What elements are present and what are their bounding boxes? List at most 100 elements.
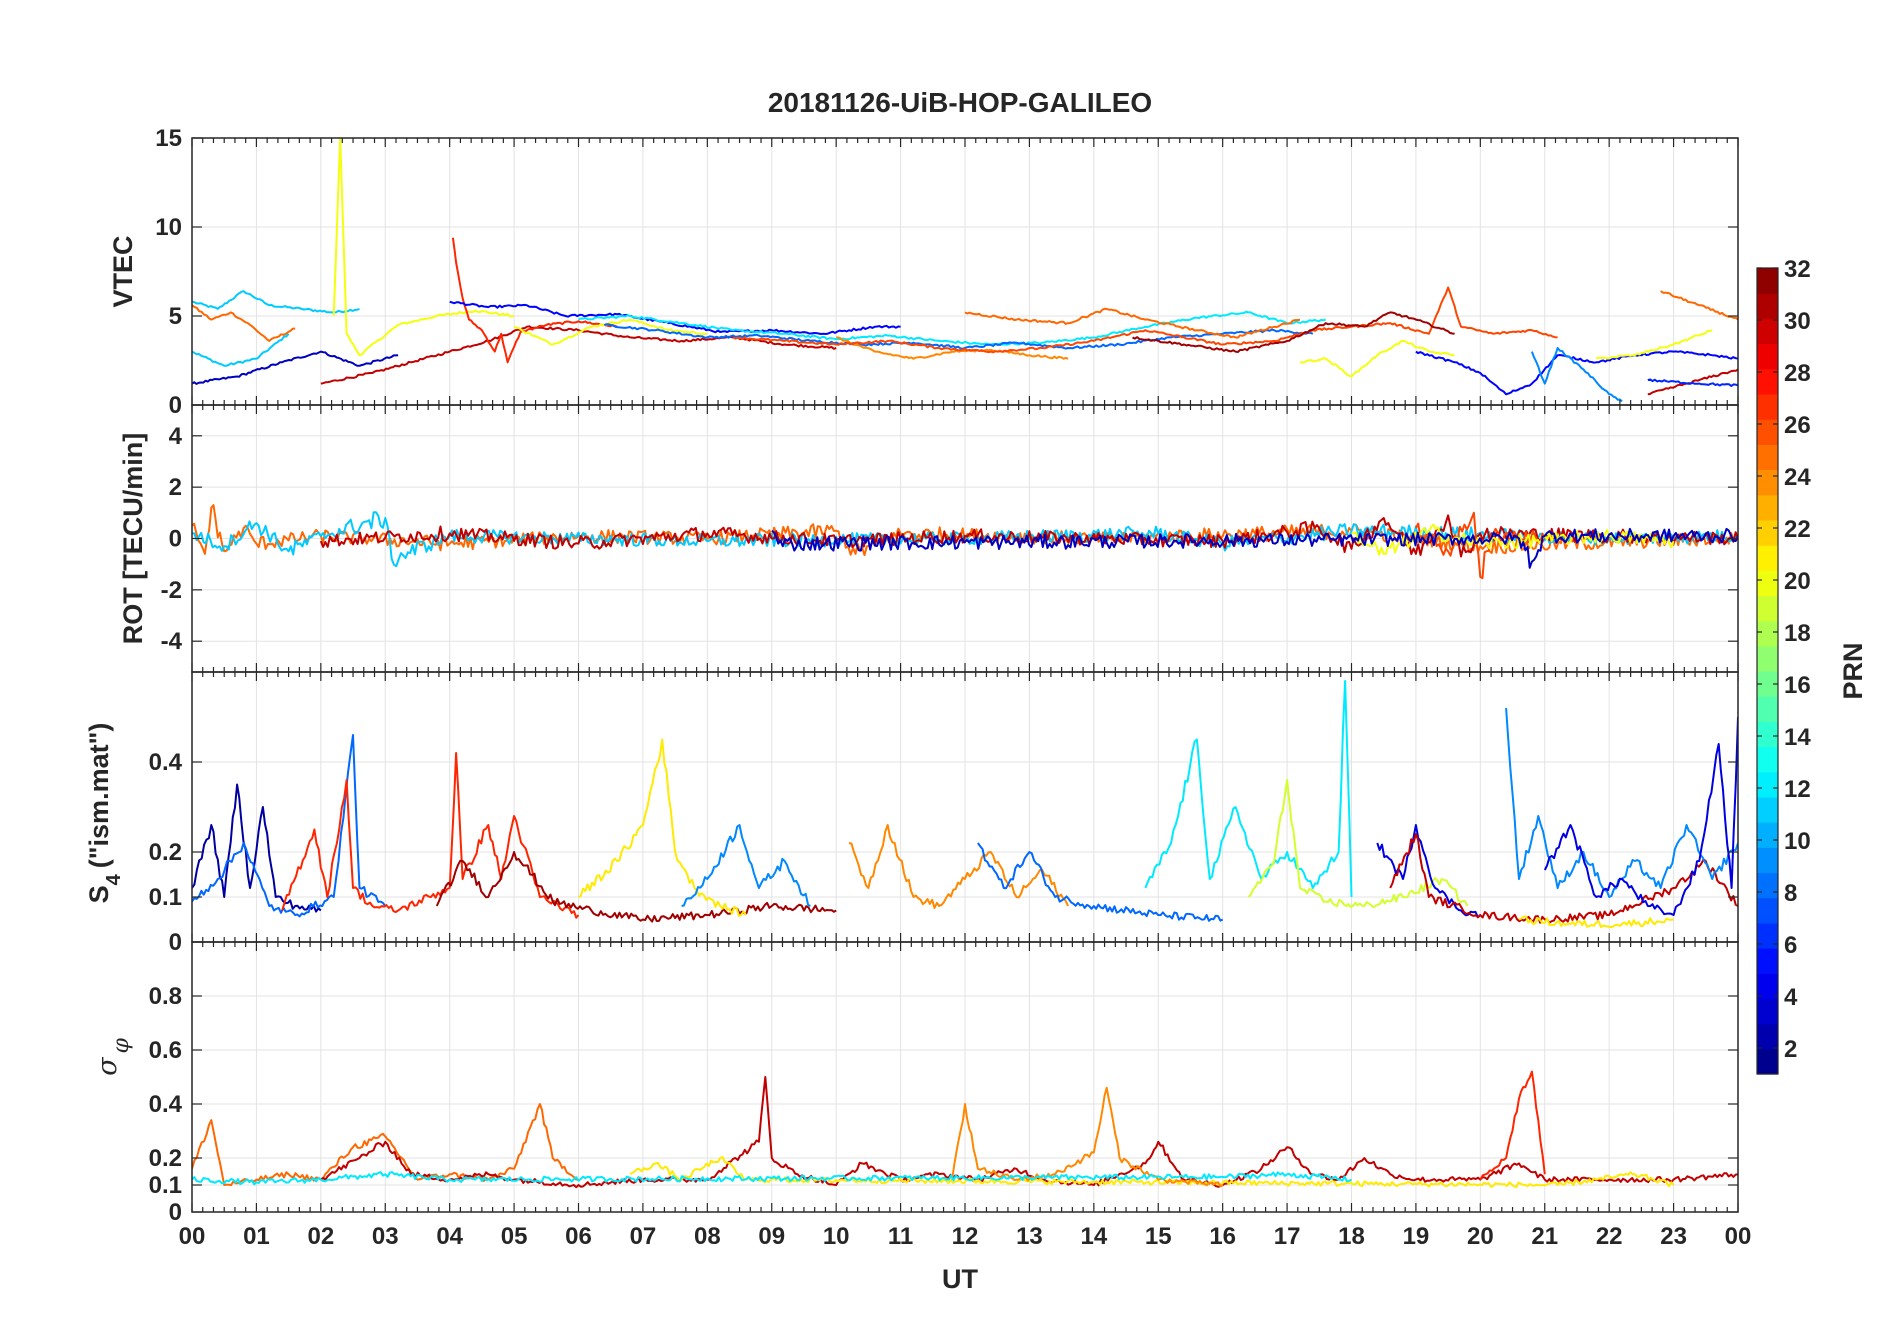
x-tick-label: 20 bbox=[1467, 1223, 1494, 1250]
series-line-prn-20 bbox=[332, 138, 515, 357]
colorbar-swatch bbox=[1757, 343, 1778, 370]
y-tick-label: 0.1 bbox=[149, 1172, 182, 1199]
panel-s4-series bbox=[192, 680, 1738, 929]
x-tick-label: 23 bbox=[1660, 1223, 1687, 1250]
x-tick-label: 19 bbox=[1403, 1223, 1430, 1250]
colorbar-swatch bbox=[1757, 318, 1778, 345]
colorbar-tick-label: 22 bbox=[1784, 516, 1811, 543]
series-line-prn-31 bbox=[435, 851, 837, 923]
y-axis-label-rest: ("ism.mat") bbox=[84, 723, 114, 869]
series-line-prn-8 bbox=[192, 734, 387, 918]
colorbar-tick-label: 8 bbox=[1784, 880, 1797, 907]
series-line-prn-25 bbox=[964, 307, 1301, 339]
panel-sigma_phi-series bbox=[192, 1070, 1738, 1189]
colorbar-swatch bbox=[1757, 922, 1778, 949]
series-line-prn-27 bbox=[1479, 1070, 1546, 1181]
series-line-prn-11 bbox=[192, 333, 290, 367]
x-tick-label: 09 bbox=[758, 1223, 785, 1250]
y-tick-label: -4 bbox=[161, 628, 183, 655]
y-tick-label: 5 bbox=[169, 303, 182, 330]
y-axis-label-main: σ bbox=[92, 1056, 123, 1076]
series-line-prn-21 bbox=[629, 1156, 1675, 1189]
x-tick-label: 13 bbox=[1016, 1223, 1043, 1250]
colorbar-tick-label: 32 bbox=[1784, 256, 1811, 283]
series-line-prn-24 bbox=[951, 1086, 1224, 1188]
y-tick-label: 0 bbox=[169, 392, 182, 419]
series-line-prn-25 bbox=[192, 504, 1738, 557]
x-tick-label: 00 bbox=[1725, 1223, 1752, 1250]
x-tick-label: 04 bbox=[436, 1223, 463, 1250]
y-axis-label-sub: 4 bbox=[103, 873, 125, 885]
colorbar-swatch bbox=[1757, 519, 1778, 546]
colorbar-swatch bbox=[1757, 847, 1778, 874]
colorbar-swatch bbox=[1757, 872, 1778, 899]
colorbar-tick-label: 24 bbox=[1784, 464, 1811, 491]
y-tick-label: 15 bbox=[155, 125, 182, 152]
y-tick-label: 0.8 bbox=[149, 983, 182, 1010]
series-line-prn-21 bbox=[1518, 915, 1674, 929]
series-line-prn-26 bbox=[732, 286, 1558, 354]
y-tick-label: -2 bbox=[161, 577, 182, 604]
panel-s4-ticks: 0 0.1 0.2 0.4 bbox=[149, 672, 1739, 956]
colorbar-swatch bbox=[1757, 973, 1778, 1000]
x-tick-label: 14 bbox=[1080, 1223, 1107, 1250]
y-tick-label: 0 bbox=[169, 526, 182, 553]
series-line-prn-20 bbox=[513, 318, 708, 346]
colorbar-swatch bbox=[1757, 1048, 1778, 1075]
colorbar-swatch bbox=[1757, 494, 1778, 521]
series-line-prn-20 bbox=[1299, 339, 1455, 378]
colorbar-swatch bbox=[1757, 771, 1778, 798]
colorbar-tick-label: 4 bbox=[1784, 984, 1798, 1011]
series-line-prn-26 bbox=[1415, 511, 1546, 580]
y-axis-label-sub: φ bbox=[109, 1037, 134, 1053]
panel-vtec-series bbox=[192, 138, 1738, 403]
series-line-prn-9 bbox=[681, 824, 811, 907]
panel-vtec-ticks: 0 5 10 15 bbox=[155, 125, 1739, 419]
colorbar-swatches bbox=[1757, 268, 1778, 1075]
y-tick-label: 0.2 bbox=[149, 839, 182, 866]
colorbar-swatch bbox=[1757, 444, 1778, 471]
x-tick-label: 22 bbox=[1596, 1223, 1623, 1250]
colorbar-swatch bbox=[1757, 293, 1778, 319]
series-line-prn-3 bbox=[771, 527, 1738, 569]
colorbar-tick-label: 18 bbox=[1784, 620, 1811, 647]
series-line-prn-30 bbox=[1389, 833, 1738, 924]
x-tick-label: 12 bbox=[952, 1223, 979, 1250]
panel-rot-series bbox=[192, 504, 1738, 580]
series-line-prn-30 bbox=[320, 325, 837, 385]
colorbar-swatch bbox=[1757, 721, 1778, 748]
colorbar-tick-label: 2 bbox=[1784, 1036, 1797, 1063]
series-line-prn-19 bbox=[1247, 779, 1469, 909]
y-tick-label: 0 bbox=[169, 929, 182, 956]
colorbar-swatch bbox=[1757, 620, 1778, 647]
colorbar-tick-label: 30 bbox=[1784, 308, 1811, 335]
x-tick-label: 16 bbox=[1209, 1223, 1236, 1250]
series-line-prn-27 bbox=[281, 752, 580, 919]
x-tick-label: 06 bbox=[565, 1223, 592, 1250]
colorbar-swatch bbox=[1757, 897, 1778, 924]
x-tick-label: 03 bbox=[372, 1223, 399, 1250]
series-line-prn-8 bbox=[977, 842, 1224, 922]
y-axis-label-main: S bbox=[84, 885, 114, 903]
series-line-prn-5 bbox=[449, 300, 901, 335]
x-tick-label: 10 bbox=[823, 1223, 850, 1250]
x-tick-label: 11 bbox=[888, 1223, 913, 1250]
series-line-prn-6 bbox=[1647, 378, 1738, 387]
colorbar-swatch bbox=[1757, 268, 1778, 294]
x-tick-label: 05 bbox=[501, 1223, 528, 1250]
x-tick-label: 00 bbox=[179, 1223, 206, 1250]
series-line-prn-11 bbox=[192, 290, 360, 314]
x-tick-label: 21 bbox=[1531, 1223, 1558, 1250]
y-tick-label: 0 bbox=[169, 1199, 182, 1226]
y-tick-label: 4 bbox=[169, 423, 183, 450]
panel-rot: -4 -2 0 2 4 ROT [TECU/min] bbox=[118, 404, 1739, 673]
series-line-prn-3 bbox=[192, 350, 399, 385]
series-line-prn-30 bbox=[320, 1076, 1738, 1189]
colorbar-tick-label: 10 bbox=[1784, 828, 1811, 855]
colorbar-swatch bbox=[1757, 948, 1778, 974]
colorbar-tick-label: 16 bbox=[1784, 672, 1811, 699]
colorbar-swatch bbox=[1757, 1023, 1778, 1050]
